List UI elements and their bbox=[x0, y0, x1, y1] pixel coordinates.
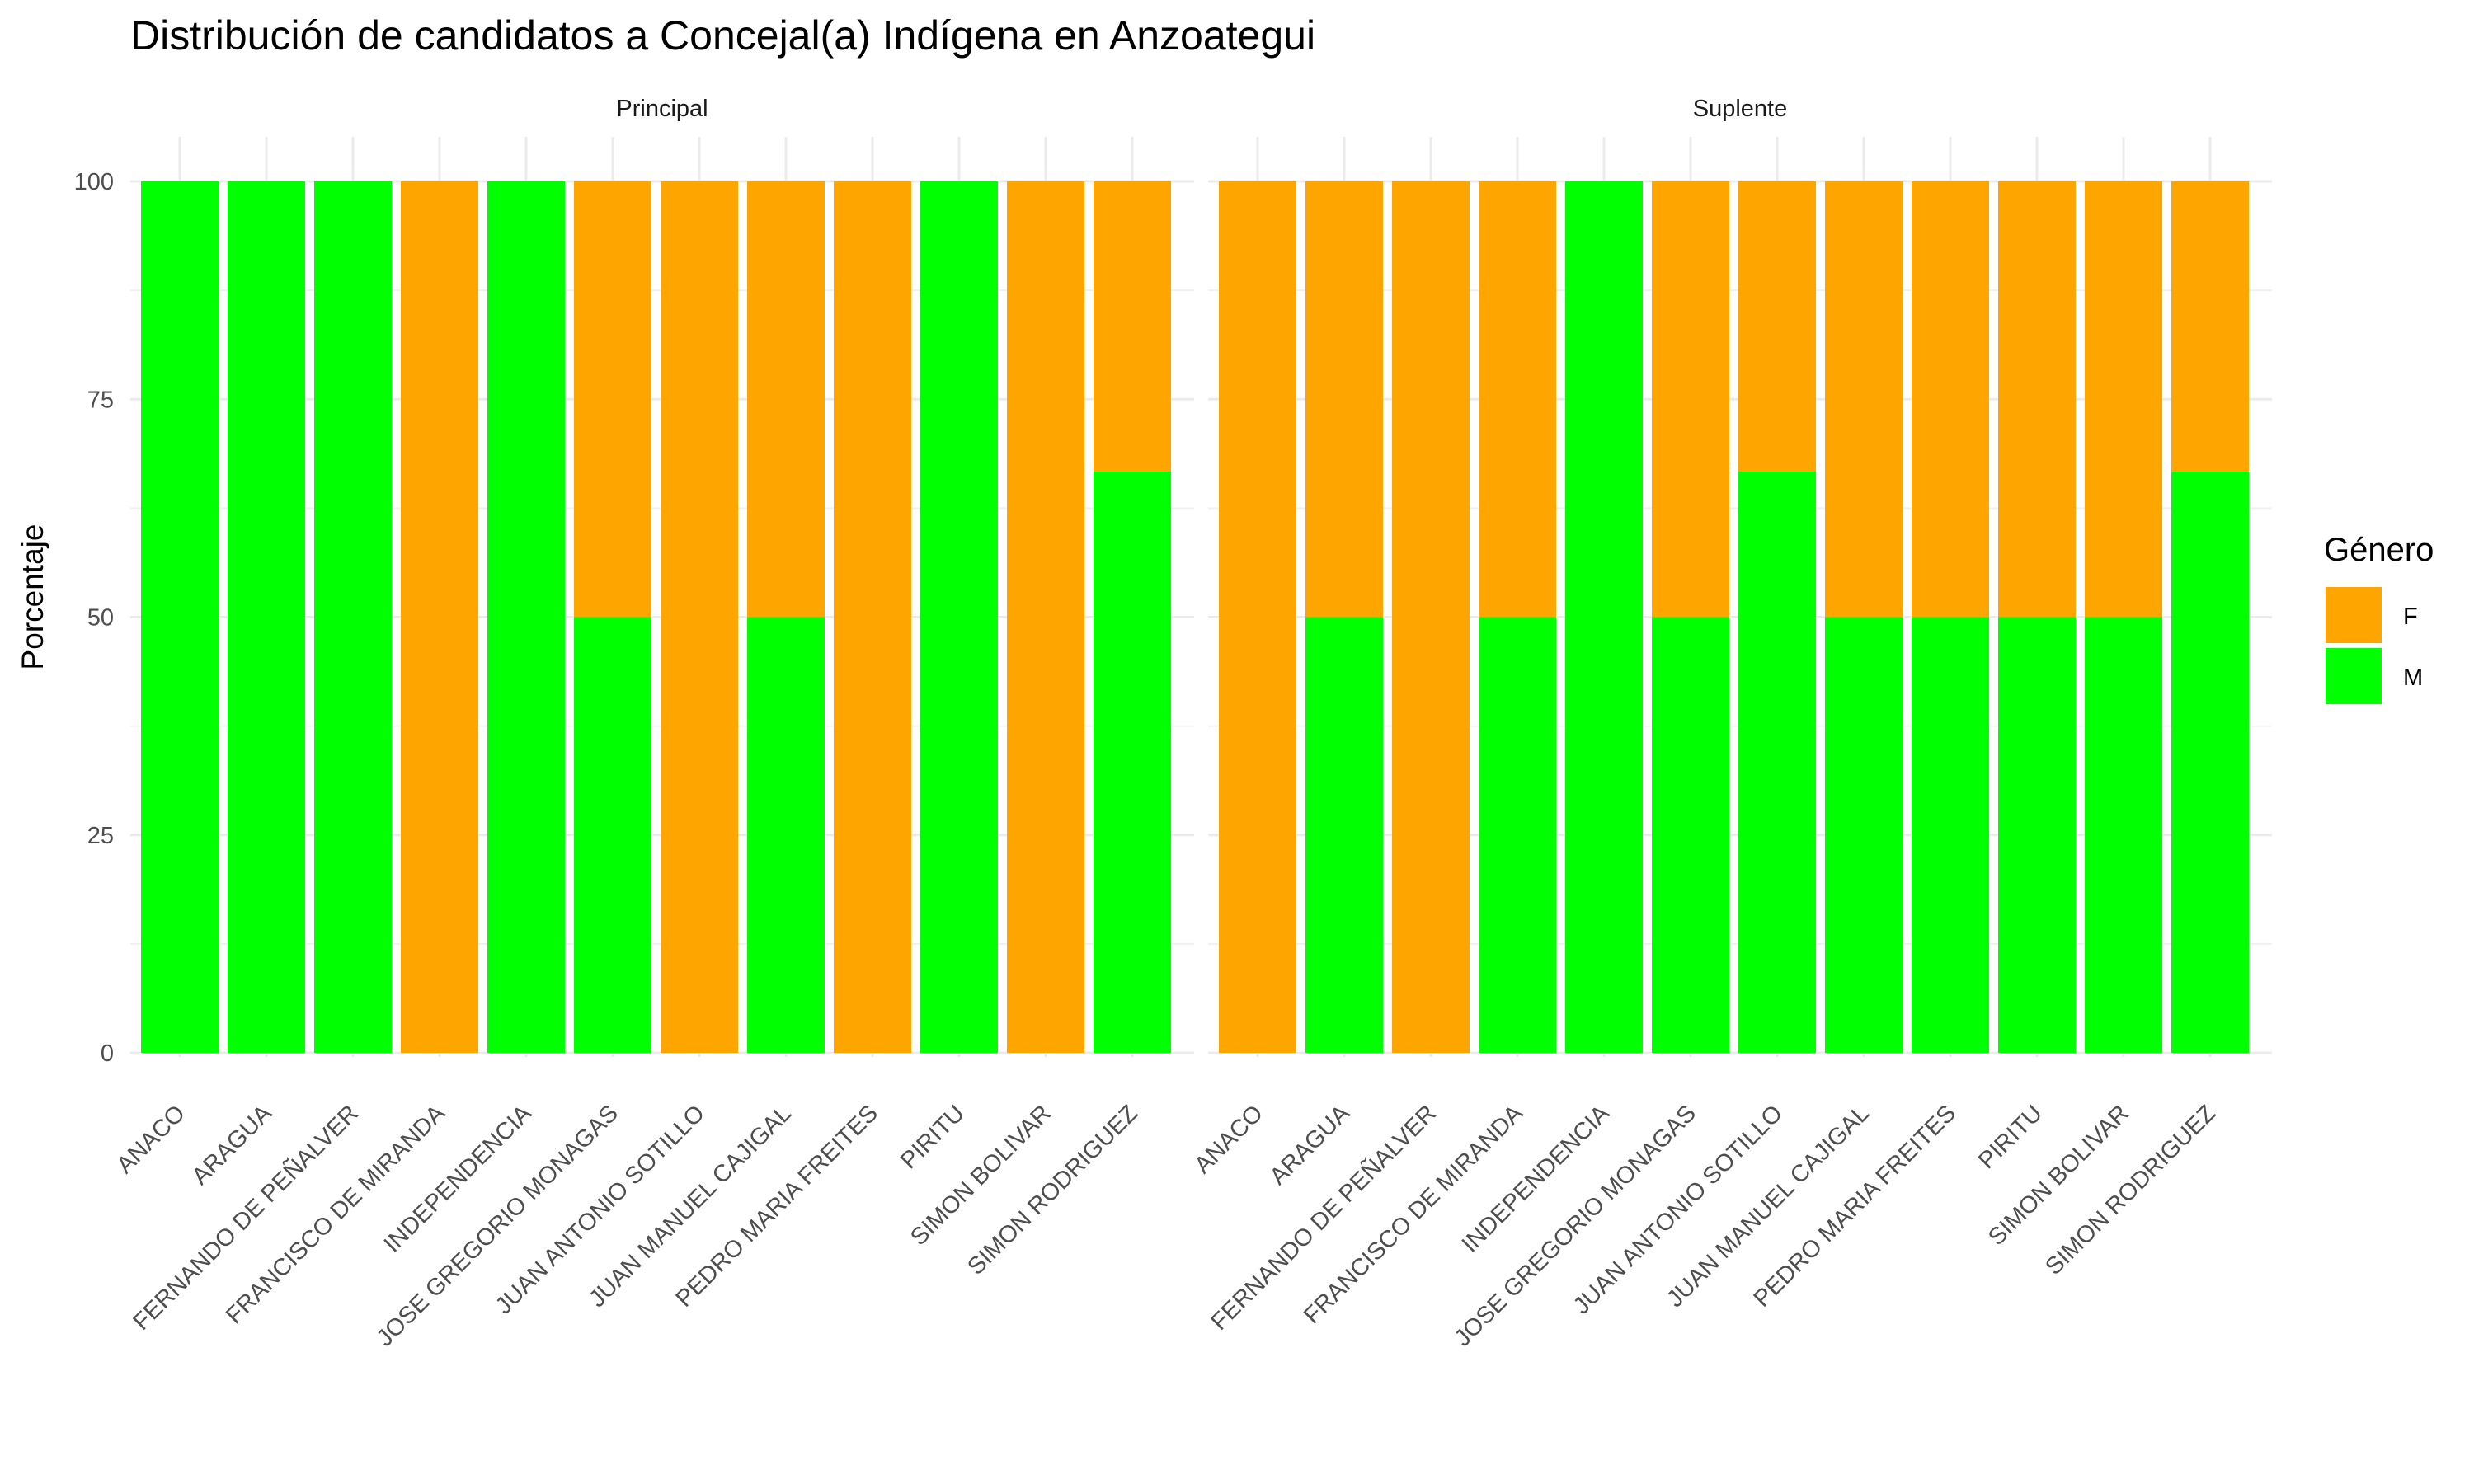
x-tick-label: ANACO bbox=[1189, 1100, 1268, 1179]
y-axis-ticks: 0 25 50 75 100 bbox=[74, 169, 114, 1067]
x-tick-label: INDEPENDENCIA bbox=[1457, 1100, 1616, 1258]
y-tick-label: 50 bbox=[87, 605, 114, 632]
legend-label: M bbox=[2403, 665, 2423, 691]
bar-segment-m bbox=[1912, 617, 1989, 1053]
bar-segment-m bbox=[2085, 617, 2162, 1053]
bar-segment-m bbox=[1998, 617, 2076, 1053]
bar-segment-f bbox=[1094, 181, 1171, 472]
bar-segment-f bbox=[1007, 181, 1084, 1053]
y-axis-title: Porcentaje bbox=[16, 524, 49, 670]
bar-segment-f bbox=[1998, 181, 2076, 618]
bar-segment-m bbox=[1305, 617, 1383, 1053]
bar-segment-m bbox=[1565, 181, 1643, 1053]
legend-key-f bbox=[2326, 587, 2382, 643]
x-tick-label: INDEPENDENCIA bbox=[379, 1100, 538, 1258]
x-tick-label: SIMON RODRIGUEZ bbox=[962, 1100, 1143, 1280]
bar-segment-m bbox=[747, 617, 825, 1053]
x-tick-label: ARAGUA bbox=[187, 1100, 278, 1190]
bar-segment-f bbox=[1912, 181, 1989, 618]
bar-segment-m bbox=[228, 181, 305, 1053]
bar-segment-f bbox=[1219, 181, 1296, 1053]
x-tick-label: SIMON RODRIGUEZ bbox=[2040, 1100, 2221, 1280]
bar-segment-f bbox=[834, 181, 911, 1053]
bar-segment-m bbox=[920, 181, 998, 1053]
bar-segment-f bbox=[2171, 181, 2249, 472]
bar-segment-m bbox=[1652, 617, 1729, 1053]
y-tick-label: 0 bbox=[101, 1040, 114, 1067]
bar-segment-m bbox=[1825, 617, 1903, 1053]
y-tick-label: 25 bbox=[87, 823, 114, 849]
bar-segment-f bbox=[1825, 181, 1903, 618]
facet-strip-label: Suplente bbox=[1693, 96, 1788, 122]
bar-segment-m bbox=[487, 181, 565, 1053]
x-tick-label: PIRITU bbox=[1973, 1100, 2048, 1174]
bar-segment-m bbox=[574, 617, 651, 1053]
legend: Género F M bbox=[2324, 532, 2434, 704]
bar-segment-f bbox=[661, 181, 738, 1053]
legend-key-m bbox=[2326, 648, 2382, 704]
bar-segment-f bbox=[1479, 181, 1556, 618]
bar-segment-m bbox=[2171, 471, 2249, 1053]
bar-segment-m bbox=[1094, 471, 1171, 1053]
bar-segment-f bbox=[574, 181, 651, 618]
bar-segment-f bbox=[1738, 181, 1816, 472]
bar-segment-m bbox=[314, 181, 392, 1053]
bar-segment-m bbox=[141, 181, 219, 1053]
bar-segment-m bbox=[1738, 471, 1816, 1053]
x-tick-label: ARAGUA bbox=[1265, 1100, 1356, 1190]
bar-segment-m bbox=[1479, 617, 1556, 1053]
legend-label: F bbox=[2403, 603, 2418, 630]
y-tick-label: 100 bbox=[74, 169, 114, 195]
bar-segment-f bbox=[1305, 181, 1383, 618]
x-tick-label: ANACO bbox=[111, 1100, 190, 1179]
y-tick-label: 75 bbox=[87, 387, 114, 413]
chart-title: Distribución de candidatos a Concejal(a)… bbox=[130, 12, 1315, 59]
bar-segment-f bbox=[747, 181, 825, 618]
bar-segment-f bbox=[1392, 181, 1470, 1053]
bar-segment-f bbox=[2085, 181, 2162, 618]
facet-strip-label: Principal bbox=[616, 96, 708, 122]
legend-title: Género bbox=[2324, 532, 2434, 568]
bar-segment-f bbox=[1652, 181, 1729, 618]
x-tick-label: PIRITU bbox=[896, 1100, 970, 1174]
bar-segment-f bbox=[401, 181, 478, 1053]
